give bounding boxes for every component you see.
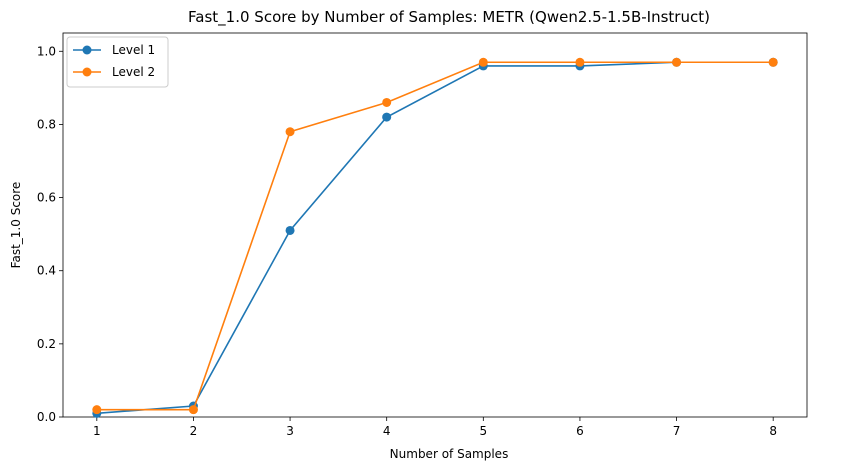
y-tick-label: 0.2: [37, 337, 56, 351]
y-tick-label: 0.4: [37, 264, 56, 278]
series-line: [96, 61, 774, 411]
legend-marker: [82, 67, 92, 77]
y-axis-label: Fast_1.0 Score: [9, 182, 23, 269]
y-tick-label: 1.0: [37, 44, 56, 58]
x-tick-label: 2: [190, 424, 198, 438]
chart-title: Fast_1.0 Score by Number of Samples: MET…: [188, 8, 710, 27]
data-point: [672, 57, 682, 67]
y-axis: 0.0 0.2 0.4 0.6 0.8 1.0: [37, 44, 63, 424]
series-layer: [92, 57, 778, 418]
x-tick-label: 8: [769, 424, 777, 438]
y-tick-label: 0.6: [37, 191, 56, 205]
y-tick-label: 0.8: [37, 117, 56, 131]
x-axis: 1 2 3 4 5 6 7 8: [93, 417, 777, 438]
data-point: [382, 112, 392, 122]
data-point: [382, 97, 392, 107]
data-point: [575, 57, 585, 67]
legend-marker: [82, 45, 92, 55]
x-tick-label: 7: [673, 424, 681, 438]
data-point: [478, 57, 488, 67]
data-point: [285, 127, 295, 137]
legend-label: Level 2: [112, 65, 155, 79]
legend-label: Level 1: [112, 43, 155, 57]
legend: Level 1 Level 2: [66, 36, 169, 88]
x-tick-label: 6: [576, 424, 584, 438]
x-tick-label: 4: [383, 424, 391, 438]
plot-area: [62, 32, 808, 418]
data-point: [285, 225, 295, 235]
data-point: [768, 57, 778, 67]
data-point: [188, 405, 198, 415]
y-tick-label: 0.0: [37, 410, 56, 424]
data-point: [92, 405, 102, 415]
series-line: [96, 61, 774, 415]
x-tick-label: 3: [286, 424, 294, 438]
x-tick-label: 1: [93, 424, 101, 438]
x-tick-label: 5: [479, 424, 487, 438]
series-1: [92, 57, 778, 418]
x-axis-label: Number of Samples: [390, 447, 509, 461]
series-2: [92, 57, 778, 415]
